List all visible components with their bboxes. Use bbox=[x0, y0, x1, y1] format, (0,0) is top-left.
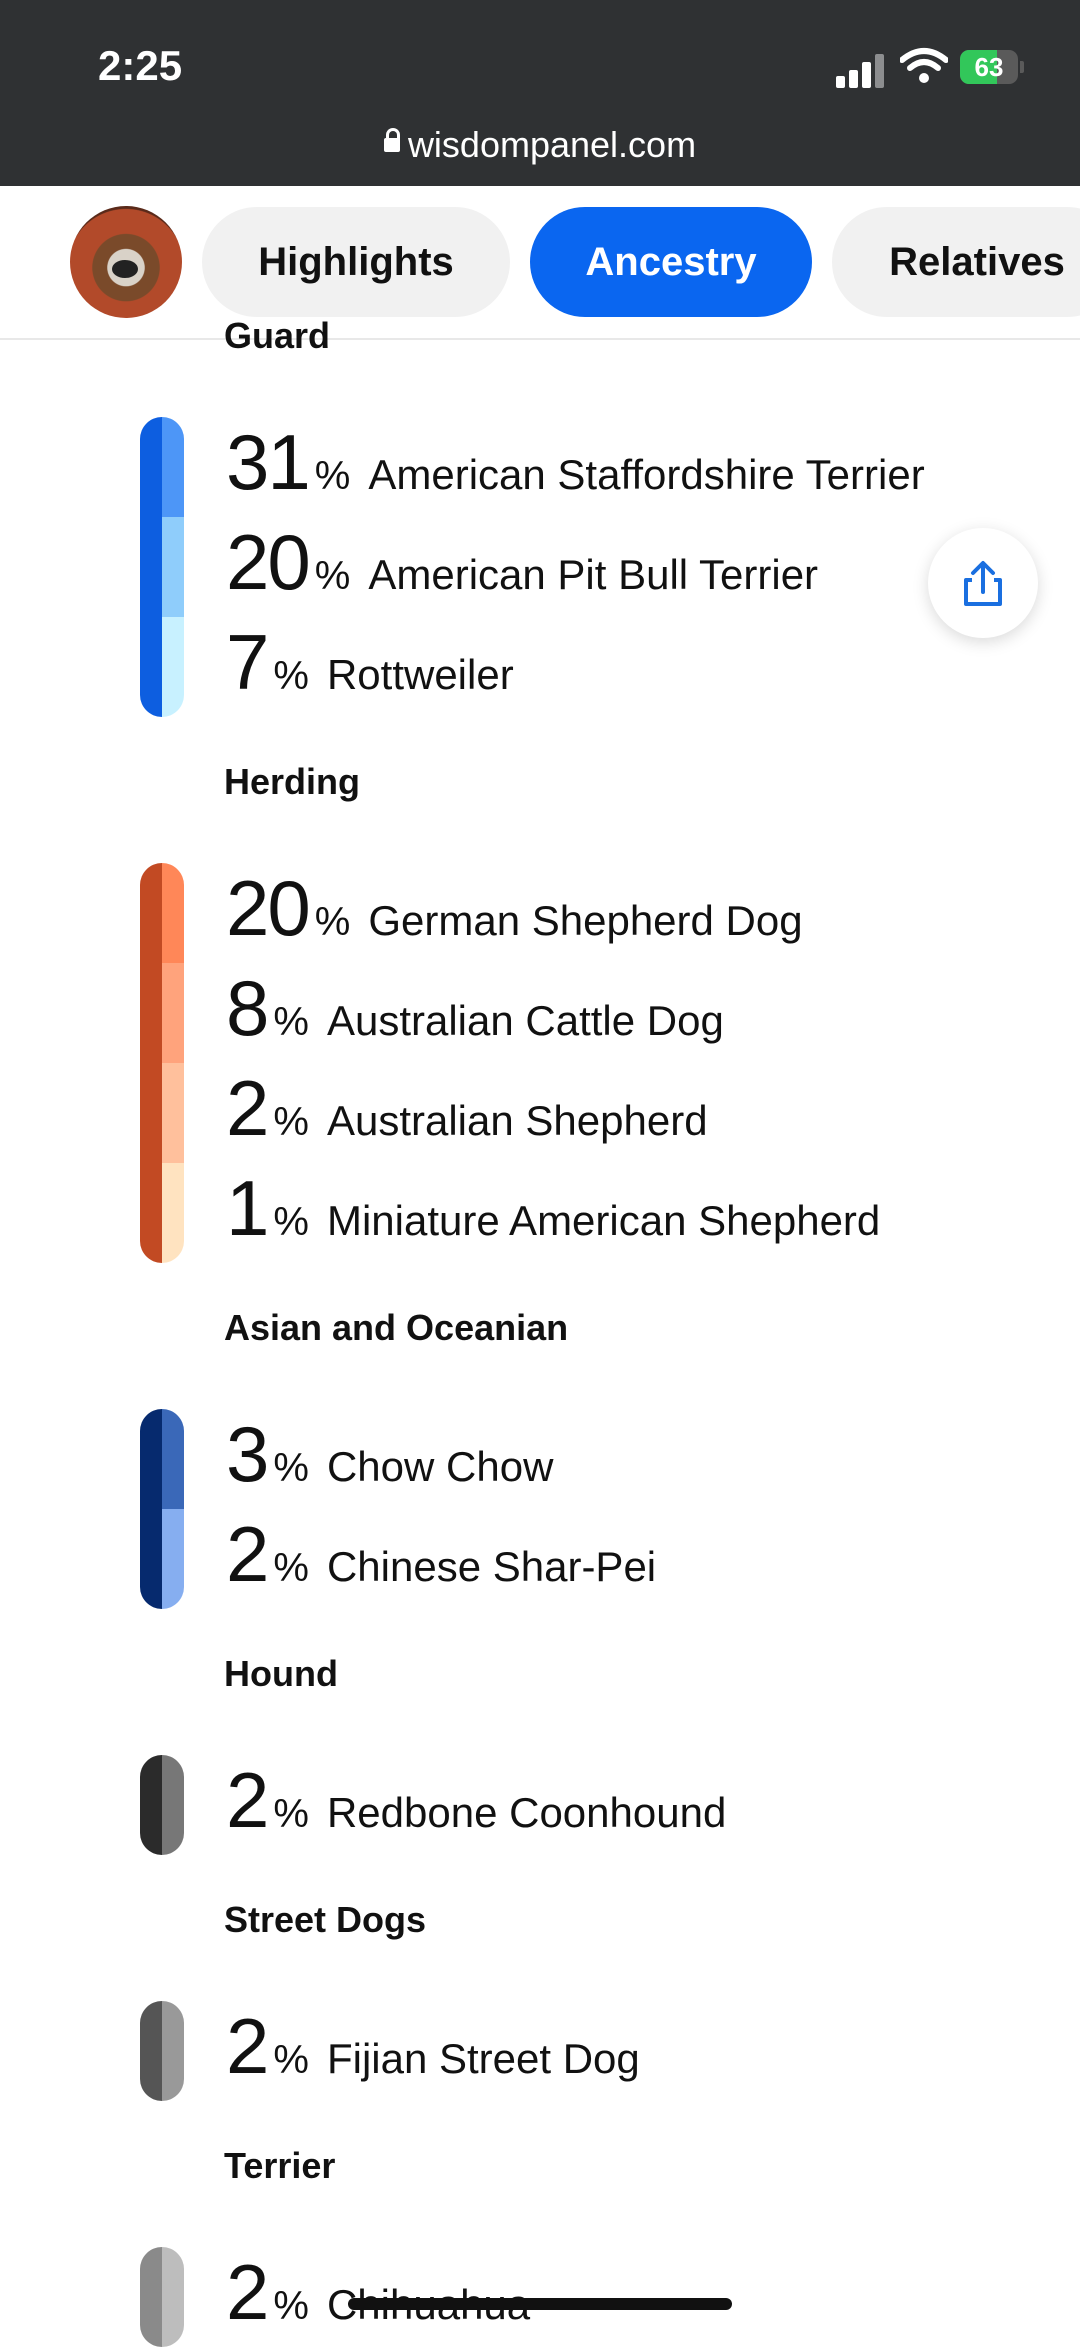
percent-sign: % bbox=[273, 1000, 309, 1044]
percent-sign: % bbox=[273, 1792, 309, 1836]
tab-highlights[interactable]: Highlights bbox=[202, 207, 510, 317]
home-indicator bbox=[348, 2298, 732, 2310]
breed-color-segment bbox=[162, 1063, 184, 1163]
breed-name: German Shepherd Dog bbox=[368, 897, 803, 944]
percent-sign: % bbox=[273, 2038, 309, 2082]
battery-level: 63 bbox=[974, 52, 1004, 82]
breed-row[interactable]: 20% German Shepherd Dog bbox=[226, 863, 803, 953]
breed-percent: 1 bbox=[226, 1164, 269, 1252]
breed-row[interactable]: 2% Chinese Shar-Pei bbox=[226, 1509, 656, 1599]
breed-name: American Pit Bull Terrier bbox=[368, 551, 819, 598]
breed-color-bar bbox=[140, 863, 184, 1263]
wifi-icon bbox=[900, 48, 948, 83]
breed-name: Fijian Street Dog bbox=[326, 2035, 640, 2082]
cellular-signal-icon bbox=[836, 52, 884, 88]
group-title: Street Dogs bbox=[224, 1899, 427, 1940]
breed-name: Australian Cattle Dog bbox=[326, 997, 724, 1044]
percent-sign: % bbox=[273, 654, 309, 698]
breed-name: Chow Chow bbox=[326, 1443, 554, 1490]
breed-color-bar bbox=[140, 1409, 184, 1609]
percent-sign: % bbox=[273, 1446, 309, 1490]
breed-color-segment bbox=[162, 1755, 184, 1855]
share-icon bbox=[964, 561, 1002, 606]
share-button[interactable] bbox=[928, 528, 1038, 638]
breed-color-bar bbox=[140, 2001, 184, 2101]
breed-color-segment bbox=[162, 1409, 184, 1509]
breed-color-bar bbox=[140, 1755, 184, 1855]
tab-ancestry[interactable]: Ancestry bbox=[530, 207, 812, 317]
percent-sign: % bbox=[314, 554, 351, 598]
breed-row[interactable]: 2% Fijian Street Dog bbox=[226, 2001, 640, 2091]
url-bar[interactable]: wisdompanel.com bbox=[0, 124, 1080, 166]
breed-percent: 7 bbox=[226, 618, 269, 706]
breed-row[interactable]: 2%Chihuahua bbox=[226, 2247, 530, 2337]
breed-color-segment bbox=[162, 417, 184, 517]
percent-sign: % bbox=[314, 900, 351, 944]
group-title: Terrier bbox=[224, 2145, 336, 2186]
percent-sign: % bbox=[273, 1200, 309, 1244]
breed-color-bar bbox=[140, 2247, 184, 2347]
breed-name: Chinese Shar-Pei bbox=[326, 1543, 657, 1590]
group-title: Hound bbox=[224, 1653, 338, 1694]
breed-color-segment bbox=[162, 1509, 184, 1609]
breed-percent: 3 bbox=[226, 1410, 269, 1498]
percent-sign: % bbox=[314, 454, 351, 498]
breed-color-bar bbox=[140, 417, 184, 717]
breed-row[interactable]: 8% Australian Cattle Dog bbox=[226, 963, 724, 1053]
breed-percent: 2 bbox=[226, 2248, 269, 2336]
browser-top-bar: 2:25 63 wisdompanel.com bbox=[0, 0, 1080, 186]
breed-color-segment bbox=[162, 617, 184, 717]
percent-sign: % bbox=[273, 1546, 309, 1590]
breed-percent: 20 bbox=[226, 864, 311, 952]
breed-row[interactable]: 31% American Staffordshire Terrier bbox=[226, 417, 925, 507]
breed-row[interactable]: 2% Redbone Coonhound bbox=[226, 1755, 726, 1845]
breed-color-segment bbox=[162, 517, 184, 617]
breed-color-segment bbox=[162, 2247, 184, 2347]
percent-sign: % bbox=[273, 1100, 309, 1144]
percent-sign: % bbox=[273, 2284, 309, 2328]
section-tabs: Highlights Ancestry Relatives bbox=[0, 186, 1080, 340]
breed-row[interactable]: 3% Chow Chow bbox=[226, 1409, 553, 1499]
breed-name: American Staffordshire Terrier bbox=[368, 451, 925, 498]
breed-percent: 2 bbox=[226, 1064, 269, 1152]
group-title: Asian and Oceanian bbox=[224, 1307, 569, 1348]
breed-percent: 2 bbox=[226, 1756, 269, 1844]
breed-color-segment bbox=[162, 2001, 184, 2101]
breed-row[interactable]: 7% Rottweiler bbox=[226, 617, 514, 707]
lock-icon bbox=[383, 128, 400, 153]
breed-row[interactable]: 1% Miniature American Shepherd bbox=[226, 1163, 880, 1253]
breed-percent: 20 bbox=[226, 518, 311, 606]
group-title: Guard bbox=[224, 315, 331, 356]
breed-name: Miniature American Shepherd bbox=[326, 1197, 881, 1244]
breed-percent: 2 bbox=[226, 2002, 269, 2090]
breed-color-segment bbox=[162, 1163, 184, 1263]
breed-row[interactable]: 2% Australian Shepherd bbox=[226, 1063, 708, 1153]
battery-icon: 63 bbox=[960, 50, 1024, 86]
tab-relatives[interactable]: Relatives bbox=[832, 207, 1080, 317]
breed-row[interactable]: 20% American Pit Bull Terrier bbox=[226, 517, 818, 607]
status-time: 2:25 bbox=[98, 42, 183, 89]
breed-name: Redbone Coonhound bbox=[326, 1789, 727, 1836]
url-text: wisdompanel.com bbox=[407, 124, 697, 165]
breed-percent: 2 bbox=[226, 1510, 269, 1598]
breed-color-segment bbox=[162, 963, 184, 1063]
breed-percent: 31 bbox=[226, 418, 311, 506]
breed-percent: 8 bbox=[226, 964, 269, 1052]
dog-avatar[interactable] bbox=[70, 206, 182, 318]
breed-color-segment bbox=[162, 863, 184, 963]
group-title: Herding bbox=[224, 761, 361, 802]
breed-name: Australian Shepherd bbox=[326, 1097, 708, 1144]
breed-name: Rottweiler bbox=[326, 651, 514, 698]
